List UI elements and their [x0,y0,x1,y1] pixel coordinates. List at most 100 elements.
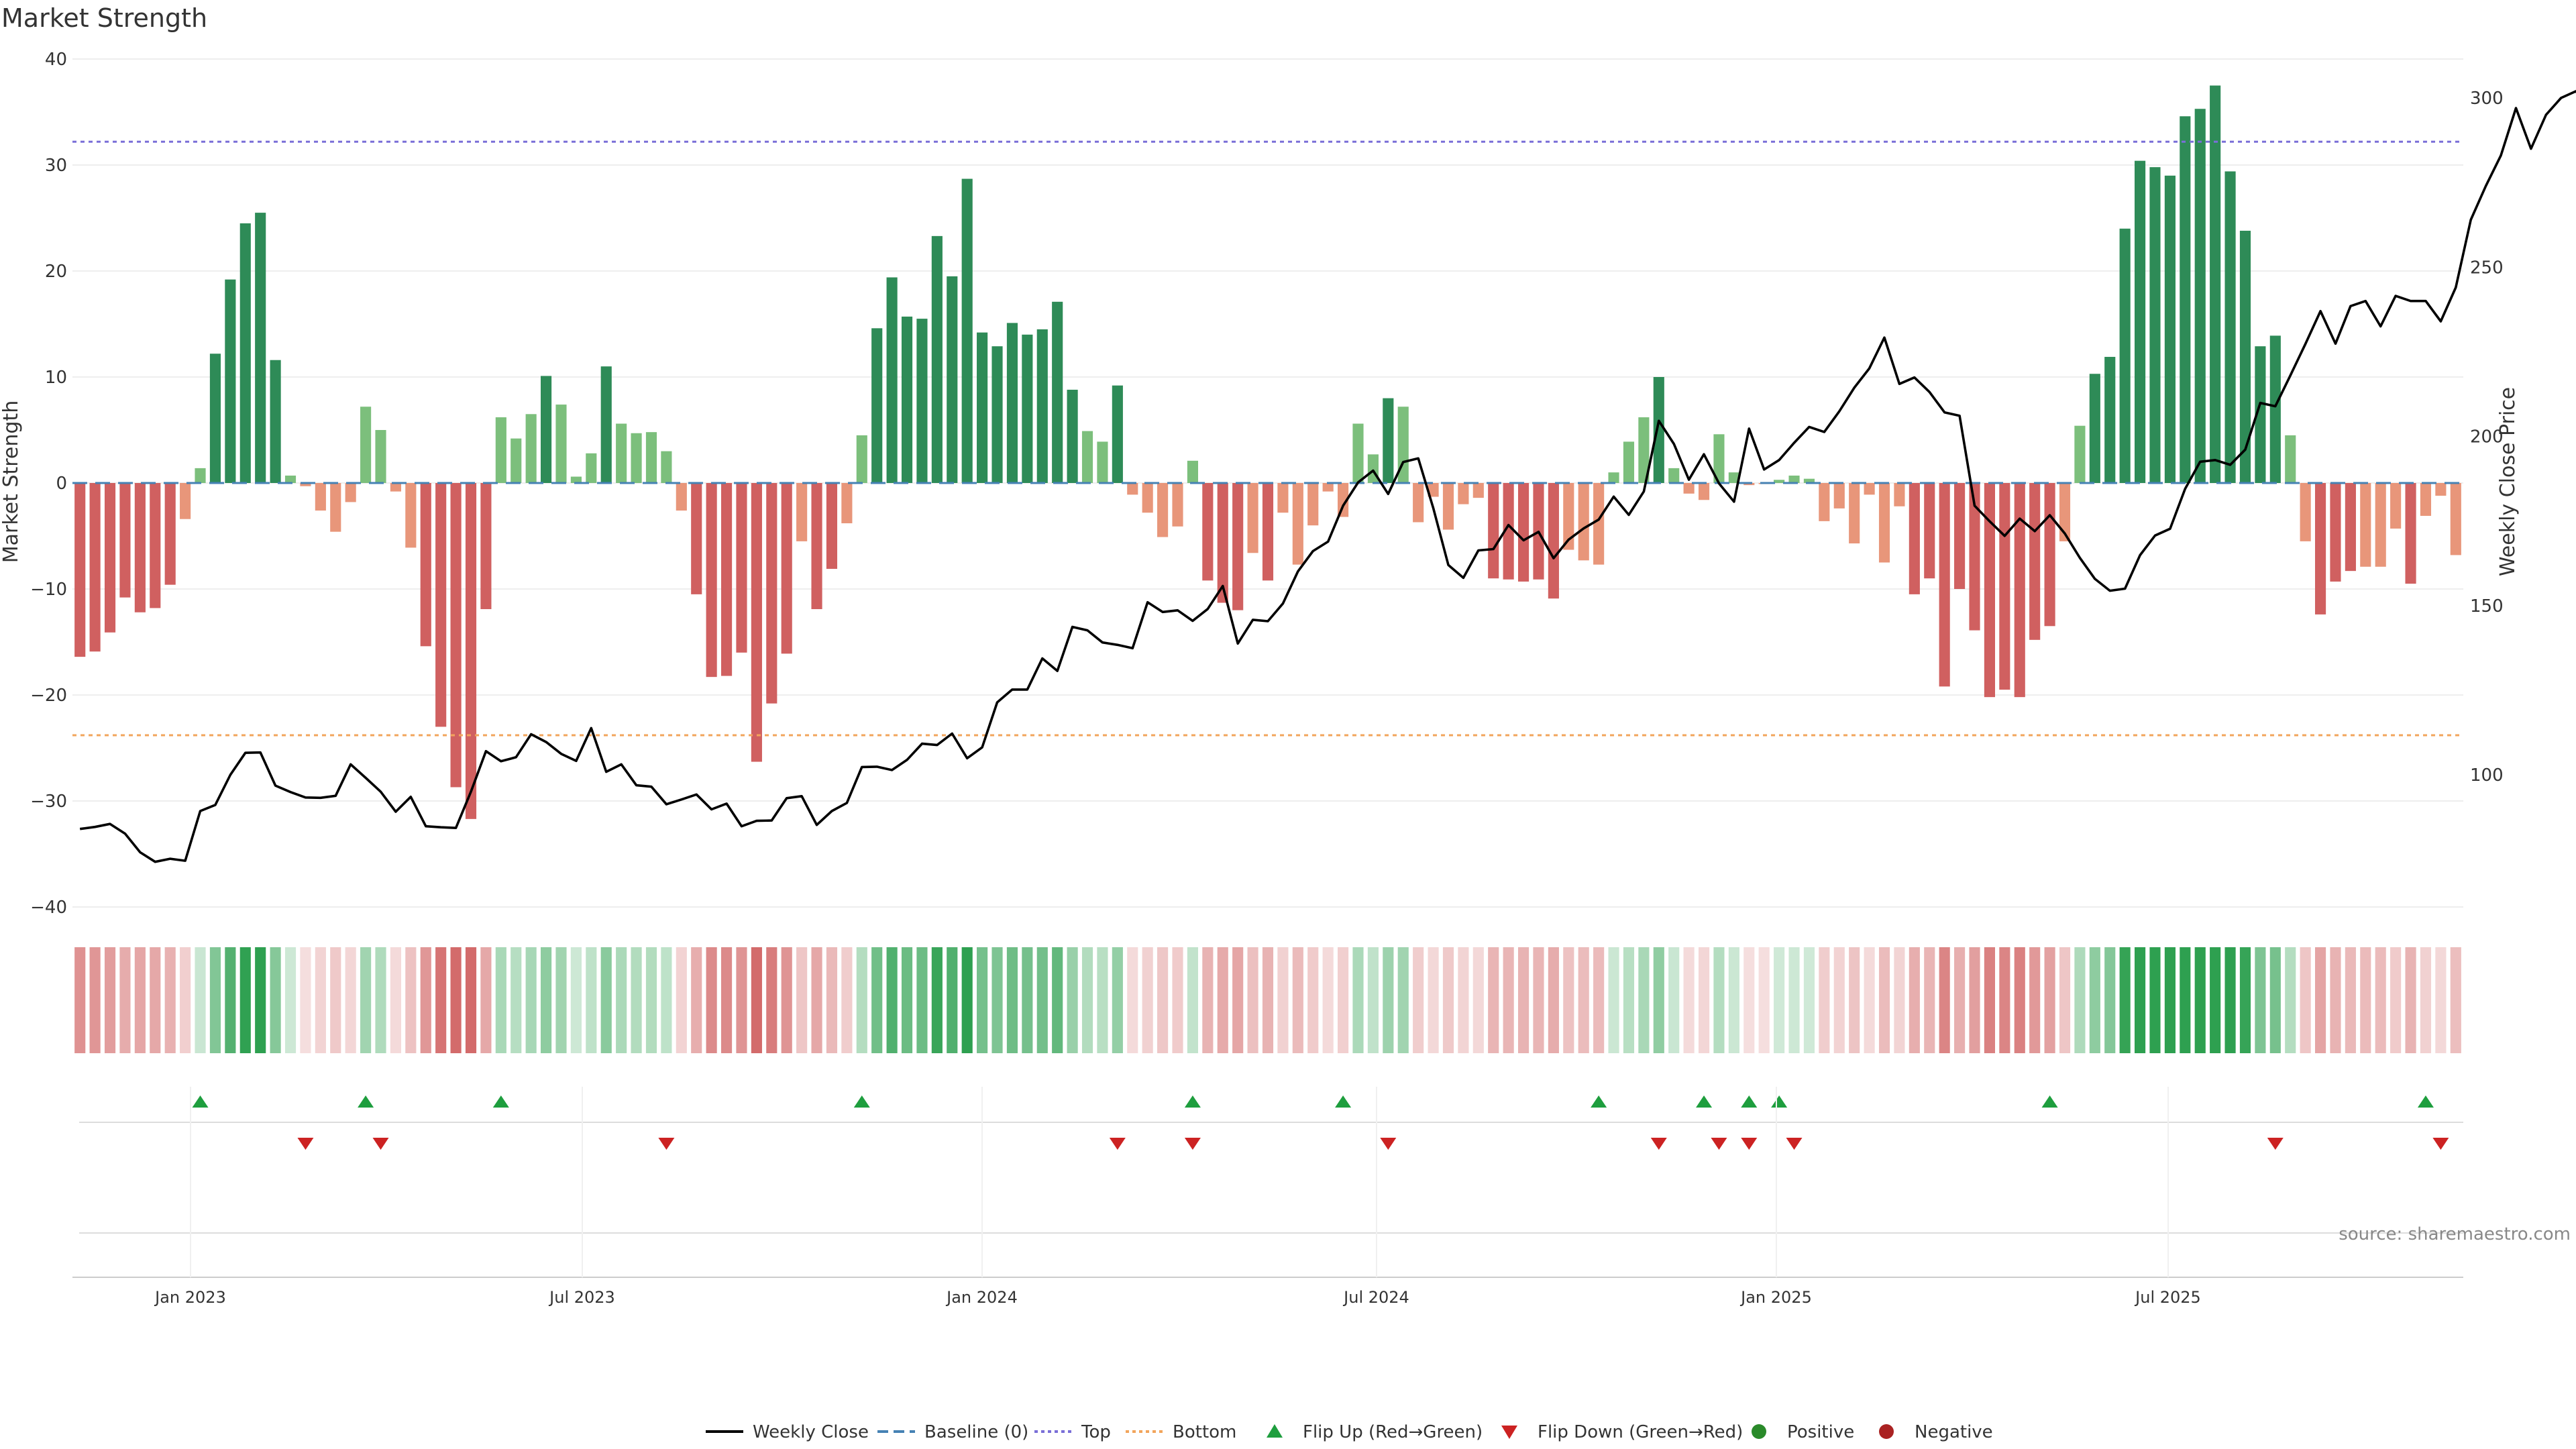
strength-bar [570,476,582,483]
strength-bar [511,438,522,483]
heat-cell [104,947,116,1053]
y-tick-label: −40 [30,898,67,918]
heat-cell [1533,947,1544,1053]
strength-bar [89,483,101,652]
heat-cell [511,947,522,1053]
heat-cell [2210,947,2221,1053]
strength-bar [1683,483,1695,494]
strength-bar [465,483,477,819]
strength-bar [947,276,958,483]
strength-bar [1653,377,1664,483]
price-line-layer [79,90,2576,863]
strength-bar [1488,483,1499,579]
heat-cell [1022,947,1033,1053]
heat-cell [2375,947,2386,1053]
strength-bar [239,223,251,483]
strength-bar [781,483,792,654]
y-axis-title: Market Strength [0,400,23,563]
y-tick-label: −20 [30,686,67,706]
heat-cell [284,947,297,1053]
strength-bar [2285,435,2296,483]
strength-bar [1247,483,1258,553]
heat-cell [2360,947,2371,1053]
strength-bar [1413,483,1424,523]
legend-label-weekly-close: Weekly Close [753,1422,869,1442]
strength-bar [1472,483,1484,498]
heat-cell [570,947,582,1053]
strength-bar [886,277,898,483]
heat-cell [1112,947,1123,1053]
strength-bar [134,483,146,612]
strength-bar [916,319,928,483]
heat-cell [2164,947,2176,1053]
heat-cell [450,947,462,1053]
heat-cell [2149,947,2161,1053]
strength-bar [435,483,447,727]
heat-cell [871,947,883,1053]
strength-bar [856,435,867,483]
heat-cell [1322,947,1334,1053]
heat-cell [330,947,341,1053]
strength-bar [691,483,702,594]
heat-cell [1713,947,1725,1053]
legend: Weekly Close Baseline (0) Top Bottom Flip Up… [706,1422,1993,1442]
flip-down-marker [1380,1138,1397,1150]
strength-bar [1608,472,1619,483]
strength-bar [1698,483,1710,500]
reference-lines [72,140,2463,737]
legend-flip-up-icon [1267,1424,1283,1438]
strength-bar [360,407,372,483]
strength-bar [2375,483,2386,567]
heat-cell [195,947,206,1053]
heat-cell [2435,947,2447,1053]
strength-bar [555,405,567,483]
heat-cell [2390,947,2402,1053]
strength-bar [2405,483,2416,584]
heat-cell [706,947,717,1053]
heat-cell [1939,947,1950,1053]
heat-cell [2059,947,2071,1053]
heat-cell [1067,947,1078,1053]
y2-tick-label: 150 [2470,596,2504,616]
strength-bar [104,483,116,633]
heat-cell [991,947,1003,1053]
heat-cell [1202,947,1214,1053]
heat-cell [1563,947,1574,1053]
x-tick-label: Jul 2025 [2134,1288,2201,1307]
strength-bar [645,432,657,483]
heat-cell [1608,947,1619,1053]
strength-bar [345,483,356,502]
strength-bar [2180,116,2191,483]
strength-bar [1924,483,1935,579]
strength-bar [1458,483,1469,504]
strength-bar [1909,483,1920,594]
strength-bar [1563,483,1574,550]
flip-up-marker [1771,1095,1788,1108]
strength-bar [1969,483,1980,631]
x-tick-label: Jan 2023 [154,1288,226,1307]
heat-cell [1217,947,1228,1053]
y2-tick-label: 300 [2470,89,2504,109]
heat-cell [856,947,867,1053]
strength-bar [2135,160,2146,483]
heat-cell [645,947,657,1053]
strength-bar [2224,171,2236,484]
heat-cell [2180,947,2191,1053]
y2-tick-label: 200 [2470,427,2504,447]
strength-bar [931,235,943,483]
strength-bar [375,430,386,483]
legend-label-negative: Negative [1915,1422,1993,1442]
strength-bar [1081,431,1093,483]
heat-cell [225,947,236,1053]
strength-bar [255,213,266,483]
strength-bar [1984,483,1995,698]
heat-cell [315,947,326,1053]
strength-bar [977,332,988,483]
strength-bar [209,354,221,483]
heat-cell [180,947,191,1053]
strength-bar [1668,468,1680,483]
x-tick-label: Jul 2024 [1342,1288,1409,1307]
y-tick-labels: 40 30 20 10 0 −10 −20 −30 −40 [30,50,67,918]
heat-cell [541,947,552,1053]
